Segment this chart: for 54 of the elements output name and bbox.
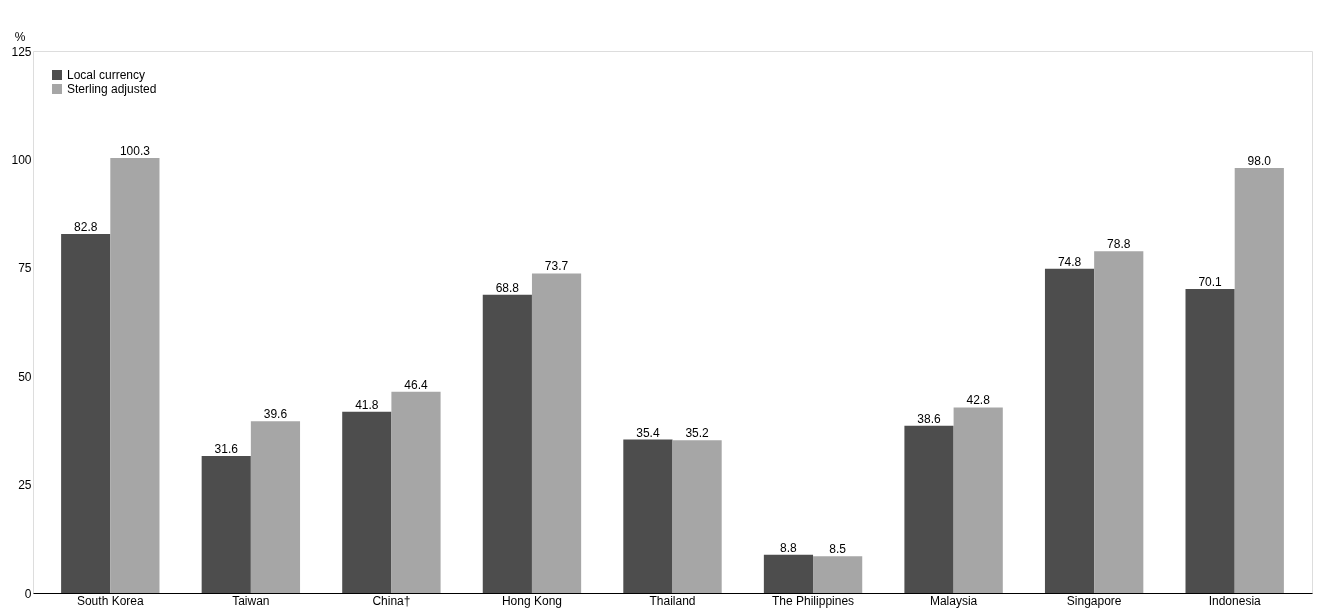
bar	[531, 273, 582, 593]
y-tick-label: 0	[24, 586, 32, 601]
x-tick-label: Indonesia	[1208, 593, 1262, 608]
data-label: 42.8	[966, 393, 991, 408]
y-tick-label: 125	[11, 44, 32, 59]
bar	[1044, 268, 1095, 593]
data-label: 35.4	[636, 425, 660, 440]
bar	[953, 407, 1003, 593]
bar	[391, 391, 441, 593]
legend-label: Local currency	[67, 68, 146, 82]
bar	[1234, 168, 1284, 593]
x-tick-label: The Philippines	[772, 593, 855, 608]
x-tick-label: Hong Kong	[501, 593, 562, 608]
bar	[342, 411, 392, 593]
bar	[623, 439, 673, 593]
bar	[61, 233, 111, 593]
data-label: 38.6	[917, 411, 941, 426]
data-label: 35.2	[685, 426, 710, 441]
bar	[672, 440, 722, 593]
bar	[482, 294, 532, 593]
y-tick-label: 75	[18, 261, 32, 276]
data-label: 98.0	[1247, 154, 1272, 169]
y-tick-label: 100	[11, 152, 32, 167]
data-label: 8.5	[829, 542, 847, 557]
data-label: 100.3	[119, 144, 151, 159]
x-tick-label: Singapore	[1066, 593, 1122, 608]
x-tick-label: China†	[372, 593, 411, 608]
y-tick-label: 25	[18, 478, 32, 493]
bar	[904, 425, 954, 593]
data-label: 46.4	[404, 377, 428, 392]
x-tick-label: Thailand	[649, 593, 696, 608]
data-label: 82.8	[74, 219, 98, 234]
bar	[813, 556, 863, 593]
bar	[1185, 289, 1235, 593]
data-label: 74.8	[1057, 254, 1082, 269]
bar	[201, 455, 251, 593]
y-tick-label: 50	[18, 369, 32, 384]
x-tick-label: Malaysia	[929, 593, 978, 608]
data-label: 73.7	[544, 259, 569, 274]
data-label: 68.8	[495, 280, 520, 295]
bar	[250, 421, 301, 593]
bar	[110, 158, 160, 593]
y-axis-title: %	[14, 29, 26, 44]
data-label: 70.1	[1198, 275, 1223, 290]
x-tick-label: South Korea	[76, 593, 144, 608]
data-label: 31.6	[214, 441, 239, 456]
legend-label: Sterling adjusted	[67, 82, 157, 96]
data-label: 41.8	[355, 397, 379, 412]
x-tick-label: Taiwan	[232, 593, 270, 608]
bar	[1094, 251, 1144, 593]
bar	[763, 554, 814, 593]
data-label: 39.6	[263, 407, 288, 422]
data-label: 78.8	[1107, 237, 1131, 252]
data-label: 8.8	[780, 540, 798, 555]
